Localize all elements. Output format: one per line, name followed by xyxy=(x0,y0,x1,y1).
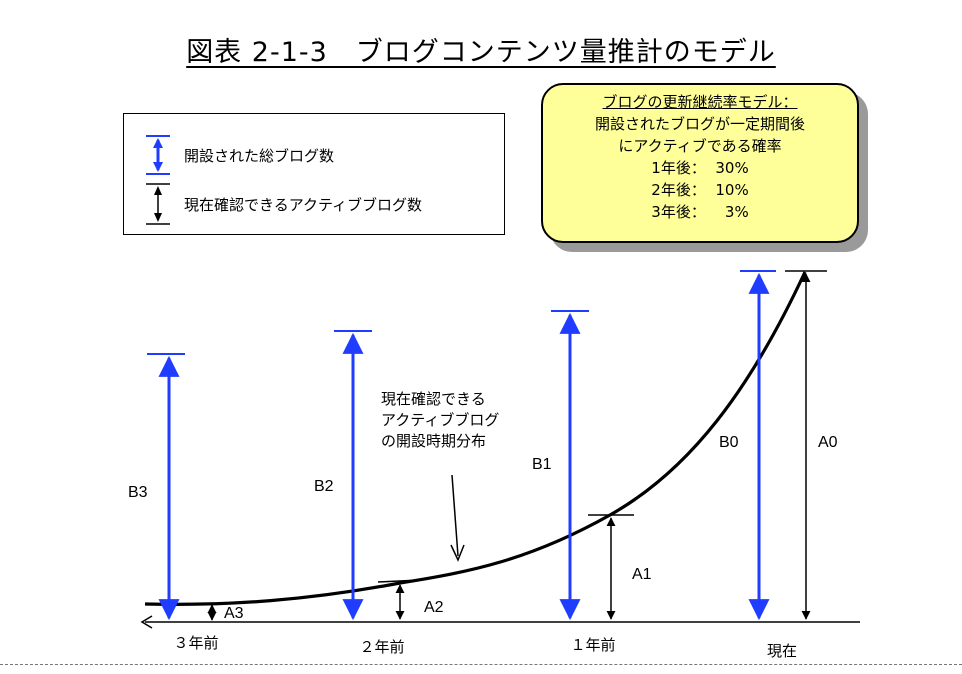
label-A3: A3 xyxy=(224,605,244,622)
bar-A2 xyxy=(377,579,421,620)
annotation-line: アクティブブログ xyxy=(381,411,499,429)
figure-title: 図表 2-1-3 ブログコンテンツ量推計のモデル xyxy=(186,37,776,68)
label-B1: B1 xyxy=(532,456,552,473)
x-axis-arrowhead xyxy=(140,615,153,629)
x-tick-1-year-ago: １年前 xyxy=(570,636,615,654)
bar-B0 xyxy=(740,270,776,621)
bar-B2 xyxy=(334,330,372,621)
rate-3-year: 3年後： 3% xyxy=(651,203,749,221)
x-tick-3-years-ago: ３年前 xyxy=(173,634,218,652)
annotation-arrow xyxy=(450,474,465,562)
bar-A0 xyxy=(785,270,827,620)
label-A2: A2 xyxy=(424,599,444,616)
callout-heading: ブログの更新継続率モデル： xyxy=(602,93,798,111)
label-B0: B0 xyxy=(719,434,739,451)
x-tick-2-years-ago: ２年前 xyxy=(359,638,404,656)
bar-B1 xyxy=(551,310,589,621)
annotation-line: 現在確認できる xyxy=(381,390,486,408)
label-A1: A1 xyxy=(632,566,652,583)
legend-box: 開設された総ブログ数 現在確認できるアクティブブログ数 xyxy=(123,113,505,235)
label-B3: B3 xyxy=(128,484,148,501)
rate-1-year: 1年後： 30% xyxy=(651,159,749,177)
label-A0: A0 xyxy=(818,434,838,451)
legend-symbols xyxy=(146,135,170,225)
rate-2-year: 2年後： 10% xyxy=(651,181,749,199)
bar-B3 xyxy=(147,353,185,621)
callout-line: 開設されたブログが一定期間後 xyxy=(594,115,805,133)
dashed-divider xyxy=(0,664,962,665)
annotation-line: の開設時期分布 xyxy=(381,432,486,450)
legend-label-total: 開設された総ブログ数 xyxy=(184,147,335,165)
x-tick-now: 現在 xyxy=(767,642,797,660)
legend-label-active: 現在確認できるアクティブブログ数 xyxy=(184,196,423,214)
retention-callout: ブログの更新継続率モデル： 開設されたブログが一定期間後 にアクティブである確率… xyxy=(541,83,859,243)
bar-A1 xyxy=(588,514,634,620)
active-blog-curve xyxy=(144,271,807,606)
callout-line: にアクティブである確率 xyxy=(618,137,782,155)
label-B2: B2 xyxy=(314,478,334,495)
